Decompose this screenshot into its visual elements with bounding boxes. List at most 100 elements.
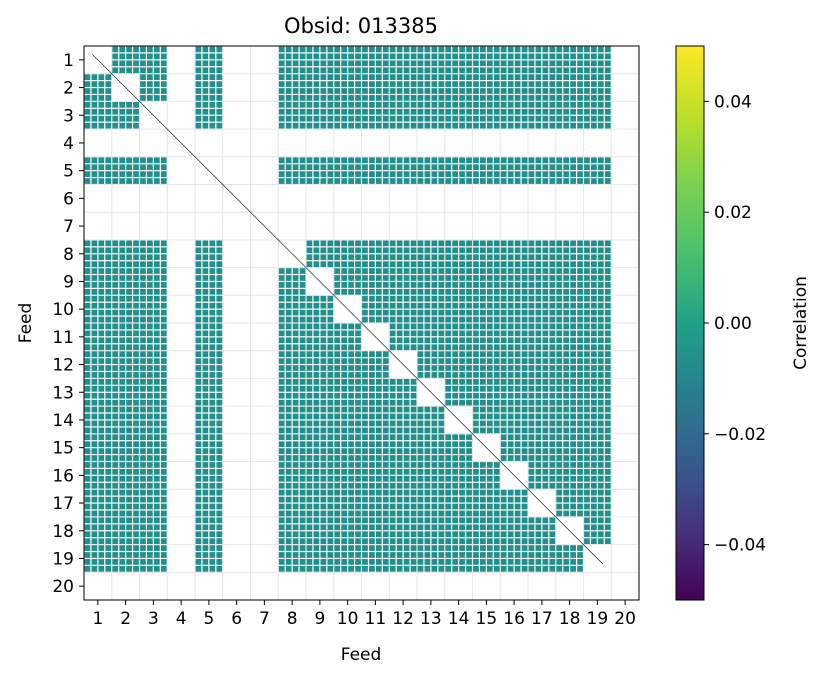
heatmap-subcell: [355, 365, 361, 371]
heatmap-subcell: [202, 309, 209, 316]
heatmap-cell-12-8: [278, 351, 306, 378]
heatmap-subcell: [528, 448, 535, 454]
heatmap-subcell: [112, 268, 119, 274]
heatmap-subcell: [473, 302, 479, 309]
heatmap-subcell: [466, 295, 472, 302]
heatmap-subcell: [424, 95, 431, 101]
heatmap-subcell: [98, 565, 105, 572]
heatmap-cell-18-9: [306, 517, 334, 544]
heatmap-cell-14-8: [278, 406, 306, 434]
heatmap-subcell: [507, 496, 514, 503]
heatmap-subcell: [556, 337, 563, 344]
heatmap-subcell: [535, 420, 542, 427]
heatmap-subcell: [424, 288, 431, 295]
heatmap-subcell: [98, 399, 105, 406]
heatmap-subcell: [320, 102, 327, 108]
heatmap-subcell: [313, 489, 320, 496]
heatmap-subcell: [355, 565, 361, 572]
heatmap-subcell: [473, 462, 479, 468]
heatmap-subcell: [466, 503, 472, 510]
heatmap-subcell: [382, 268, 389, 274]
heatmap-cell-10-14: [445, 295, 472, 323]
heatmap-subcell: [570, 545, 576, 551]
heatmap-subcell: [278, 53, 285, 60]
heatmap-subcell: [153, 330, 160, 337]
heatmap-subcell: [424, 254, 431, 261]
heatmap-subcell: [445, 46, 452, 53]
heatmap-subcell: [160, 545, 167, 551]
heatmap-subcell: [591, 95, 597, 101]
heatmap-subcell: [410, 268, 417, 274]
heatmap-subcell: [133, 469, 139, 475]
heatmap-subcell: [382, 60, 389, 67]
heatmap-subcell: [375, 316, 382, 323]
heatmap-subcell: [438, 552, 445, 558]
heatmap-subcell: [424, 413, 431, 420]
heatmap-subcell: [292, 337, 299, 344]
heatmap-subcell: [417, 102, 424, 108]
heatmap-subcell: [98, 379, 105, 385]
heatmap-cell-15-17: [528, 434, 556, 461]
heatmap-subcell: [382, 517, 389, 524]
heatmap-subcell: [535, 171, 542, 177]
heatmap-subcell: [431, 344, 438, 351]
heatmap-subcell: [403, 247, 410, 254]
heatmap-cell-2-14: [445, 74, 472, 101]
heatmap-subcell: [341, 268, 348, 274]
heatmap-subcell: [396, 552, 403, 558]
heatmap-subcell: [389, 552, 396, 558]
heatmap-subcell: [341, 462, 348, 468]
heatmap-subcell: [570, 427, 576, 434]
heatmap-subcell: [604, 254, 611, 261]
heatmap-subcell: [313, 171, 320, 177]
heatmap-subcell: [500, 565, 507, 572]
heatmap-subcell: [147, 164, 153, 171]
heatmap-subcell: [278, 108, 285, 115]
heatmap-subcell: [133, 261, 139, 267]
heatmap-subcell: [133, 517, 139, 524]
heatmap-subcell: [202, 475, 209, 482]
heatmap-subcell: [195, 559, 202, 565]
heatmap-subcell: [133, 102, 139, 108]
heatmap-subcell: [577, 475, 583, 482]
heatmap-subcell: [147, 413, 153, 420]
heatmap-subcell: [459, 524, 465, 531]
heatmap-subcell: [278, 517, 285, 524]
heatmap-subcell: [84, 406, 91, 413]
x-tick-label: 6: [231, 609, 242, 629]
heatmap-subcell: [514, 385, 521, 392]
heatmap-subcell: [549, 164, 556, 171]
heatmap-subcell: [133, 434, 139, 441]
heatmap-subcell: [209, 469, 216, 475]
heatmap-subcell: [493, 60, 500, 67]
heatmap-subcell: [445, 434, 452, 441]
heatmap-subcell: [334, 365, 341, 371]
heatmap-subcell: [160, 254, 167, 261]
heatmap-subcell: [348, 489, 354, 496]
heatmap-subcell: [341, 538, 348, 544]
heatmap-subcell: [299, 496, 306, 503]
heatmap-subcell: [153, 475, 160, 482]
heatmap-subcell: [417, 358, 424, 364]
heatmap-subcell: [452, 171, 459, 177]
heatmap-subcell: [98, 434, 105, 441]
heatmap-subcell: [459, 489, 465, 496]
heatmap-subcell: [549, 559, 556, 565]
heatmap-subcell: [403, 254, 410, 261]
heatmap-cell-17-10: [334, 489, 361, 517]
heatmap-subcell: [604, 323, 611, 330]
heatmap-subcell: [500, 379, 507, 385]
heatmap-subcell: [91, 379, 98, 385]
heatmap-subcell: [209, 295, 216, 302]
heatmap-subcell: [438, 46, 445, 53]
heatmap-subcell: [403, 448, 410, 454]
heatmap-subcell: [563, 469, 570, 475]
heatmap-subcell: [105, 385, 112, 392]
heatmap-subcell: [445, 379, 452, 385]
heatmap-subcell: [147, 240, 153, 247]
heatmap-subcell: [153, 88, 160, 94]
heatmap-subcell: [278, 157, 285, 164]
heatmap-cell-3-10: [334, 102, 361, 129]
heatmap-cell-19-3: [140, 545, 167, 572]
heatmap-subcell: [348, 67, 354, 74]
